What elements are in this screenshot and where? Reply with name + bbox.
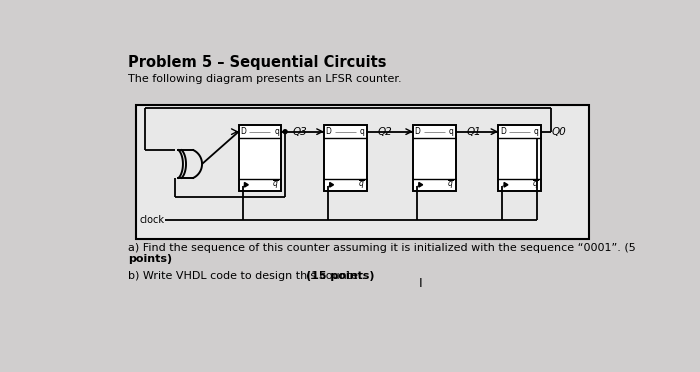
Text: q: q (449, 127, 454, 136)
Text: Q3: Q3 (292, 126, 307, 137)
Text: D: D (414, 127, 421, 136)
Text: D: D (500, 127, 506, 136)
Text: b) Write VHDL code to design this counter.: b) Write VHDL code to design this counte… (128, 271, 368, 281)
Text: I: I (419, 277, 423, 290)
Text: points): points) (128, 254, 172, 264)
Polygon shape (504, 183, 508, 187)
Circle shape (284, 130, 287, 134)
Text: clock: clock (139, 215, 164, 225)
Polygon shape (419, 183, 423, 187)
Polygon shape (330, 183, 334, 187)
Text: Q1: Q1 (466, 126, 481, 137)
Text: q: q (359, 127, 364, 136)
Bar (413, 125, 456, 191)
Text: Problem 5 – Sequential Circuits: Problem 5 – Sequential Circuits (128, 55, 386, 70)
Text: D: D (326, 127, 332, 136)
Text: a) Find the sequence of this counter assuming it is initialized with the sequenc: a) Find the sequence of this counter ass… (128, 243, 636, 253)
Text: $\overline{q}$: $\overline{q}$ (532, 179, 539, 191)
Text: $\overline{q}$: $\overline{q}$ (447, 179, 454, 191)
Text: Q2: Q2 (377, 126, 392, 137)
Text: q: q (534, 127, 539, 136)
Bar (324, 125, 367, 191)
Polygon shape (244, 183, 248, 187)
Text: $\overline{q}$: $\overline{q}$ (272, 179, 279, 191)
Text: D: D (240, 127, 246, 136)
Text: The following diagram presents an LFSR counter.: The following diagram presents an LFSR c… (128, 74, 401, 84)
Text: q: q (274, 127, 279, 136)
Text: Q0: Q0 (552, 126, 566, 137)
Bar (239, 125, 281, 191)
Text: (15 points): (15 points) (306, 271, 374, 281)
Text: $\overline{q}$: $\overline{q}$ (358, 179, 365, 191)
Bar (136, 105, 589, 240)
Bar (498, 125, 541, 191)
